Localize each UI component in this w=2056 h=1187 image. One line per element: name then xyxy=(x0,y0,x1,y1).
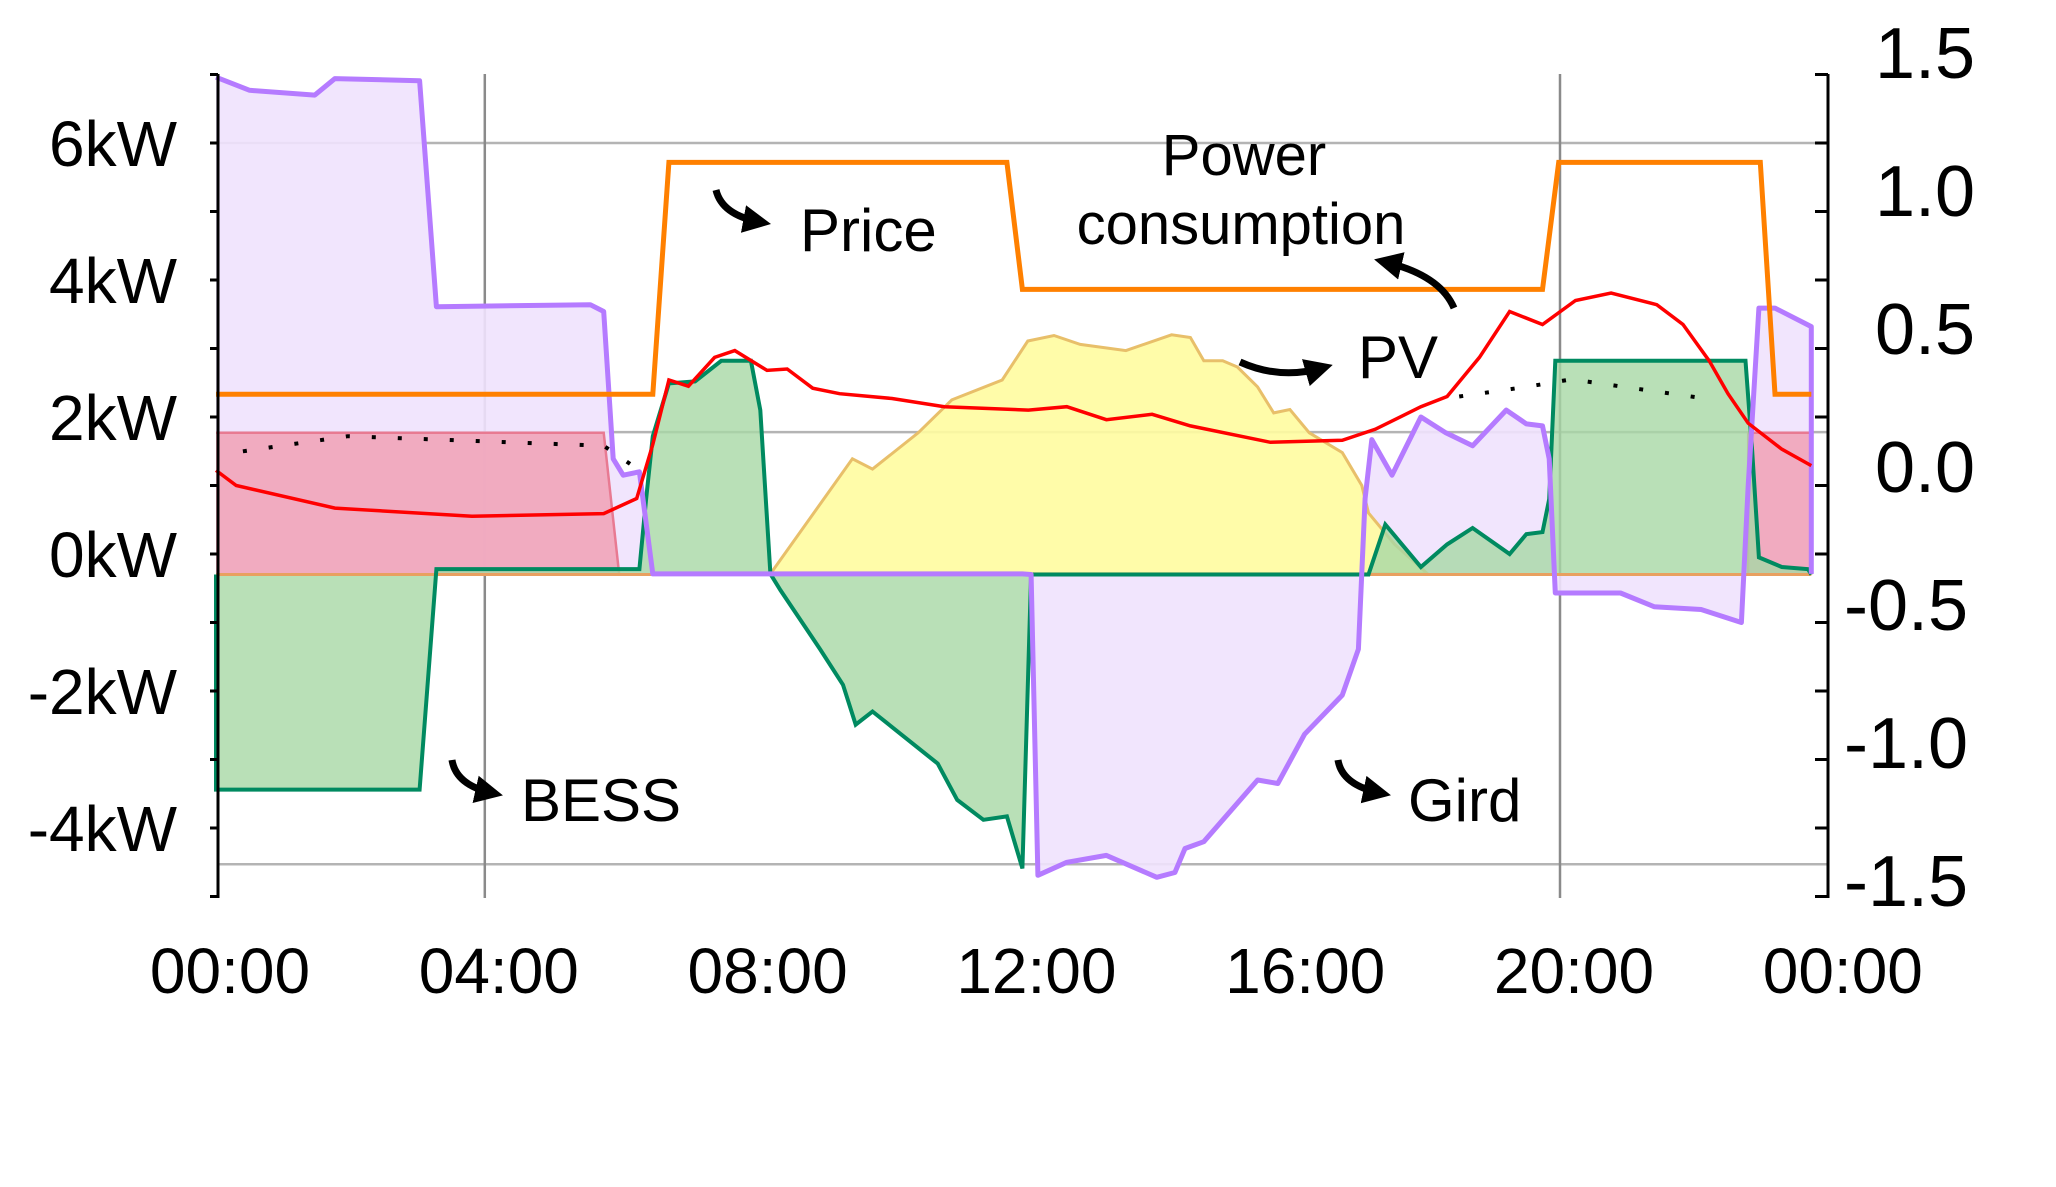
pv-arrow-icon xyxy=(1238,358,1333,387)
pv-label: PV xyxy=(1358,324,1438,391)
bess-label: BESS xyxy=(521,767,681,834)
y-right-tick-label: -1.5 xyxy=(1844,842,1968,922)
y-right-tick-label: 0.0 xyxy=(1875,428,1975,508)
y-left-tick-label: -2kW xyxy=(28,656,178,728)
price-label: Price xyxy=(800,197,937,264)
consumption-arrow-icon xyxy=(1374,252,1458,310)
annotation-price: Price xyxy=(712,188,937,264)
grid-label: Gird xyxy=(1408,767,1521,834)
y-left-tick-label: 0kW xyxy=(49,519,178,591)
annotation-pv: PV xyxy=(1238,324,1438,391)
consumption-area xyxy=(216,432,620,575)
price-arrow-icon xyxy=(712,188,772,233)
x-tick-label: 12:00 xyxy=(956,935,1116,1007)
pv-area xyxy=(767,333,1432,576)
consumption-label-line2: consumption xyxy=(1077,192,1406,257)
x-tick-label: 20:00 xyxy=(1494,935,1654,1007)
series-areas xyxy=(216,77,1813,878)
grid-arrow-icon xyxy=(1334,759,1391,804)
y-right-tick-label: 1.0 xyxy=(1875,152,1975,232)
tick-labels: 6kW 4kW 2kW 0kW -2kW -4kW 1.5 1.0 0.5 0.0 -0.5 -1.0… xyxy=(28,14,1975,1007)
series-lines xyxy=(214,74,1814,880)
axes xyxy=(210,73,1830,898)
y-left-tick-label: -4kW xyxy=(28,793,178,865)
grid-line xyxy=(215,74,1814,880)
dotted-line xyxy=(242,434,634,468)
y-left-tick-label: 4kW xyxy=(49,245,178,317)
consumption-line xyxy=(214,291,1813,519)
price-line xyxy=(216,159,1812,397)
annotation-grid: Gird xyxy=(1334,759,1521,834)
annotation-bess: BESS xyxy=(448,759,681,834)
y-right-tick-label: 1.5 xyxy=(1875,14,1975,94)
consumption-area xyxy=(1748,432,1812,575)
y-right-tick-label: 0.5 xyxy=(1875,290,1975,370)
consumption-area-edge xyxy=(216,431,621,575)
bess-arrow-icon xyxy=(448,759,503,804)
y-right-tick-label: -0.5 xyxy=(1844,566,1968,646)
x-tick-label: 00:00 xyxy=(150,935,310,1007)
dotted-line xyxy=(1458,377,1715,402)
annotation-consumption: Power consumption xyxy=(1077,123,1458,310)
bess-area xyxy=(216,360,1812,869)
y-left-tick-label: 6kW xyxy=(49,108,178,180)
y-left-tick-label: 2kW xyxy=(49,382,178,454)
consumption-label-line1: Power xyxy=(1162,123,1326,188)
x-tick-label: 04:00 xyxy=(419,935,579,1007)
y-right-tick-label: -1.0 xyxy=(1844,704,1968,784)
x-tick-label: 16:00 xyxy=(1225,935,1385,1007)
x-tick-label: 00:00 xyxy=(1763,935,1923,1007)
x-tick-label: 08:00 xyxy=(688,935,848,1007)
